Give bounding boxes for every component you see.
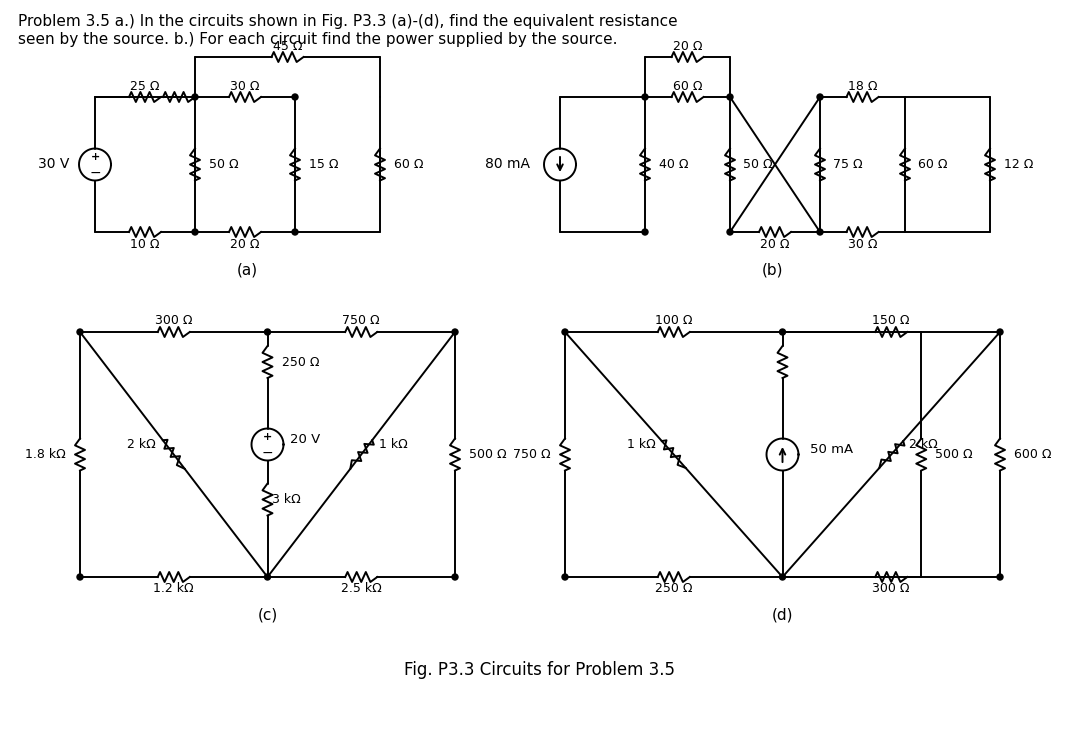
- Circle shape: [727, 94, 733, 100]
- Circle shape: [816, 229, 823, 235]
- Circle shape: [192, 229, 198, 235]
- Text: 250 Ω: 250 Ω: [654, 583, 692, 596]
- Text: 3 kΩ: 3 kΩ: [272, 493, 301, 506]
- Circle shape: [292, 94, 298, 100]
- Text: 150 Ω: 150 Ω: [873, 314, 910, 328]
- Text: (d): (d): [772, 608, 793, 623]
- Text: 1.2 kΩ: 1.2 kΩ: [153, 583, 194, 596]
- Text: 250 Ω: 250 Ω: [282, 356, 319, 368]
- Text: 2.5 kΩ: 2.5 kΩ: [341, 583, 381, 596]
- Text: 2 kΩ: 2 kΩ: [909, 438, 939, 451]
- Circle shape: [192, 94, 198, 100]
- Text: 75 Ω: 75 Ω: [833, 158, 863, 171]
- Text: Problem 3.5 a.) In the circuits shown in Fig. P3.3 (a)-(d), find the equivalent : Problem 3.5 a.) In the circuits shown in…: [18, 14, 677, 29]
- Text: 1 kΩ: 1 kΩ: [379, 438, 408, 451]
- Circle shape: [562, 329, 568, 335]
- Text: 20 V: 20 V: [289, 433, 320, 446]
- Text: Fig. P3.3 Circuits for Problem 3.5: Fig. P3.3 Circuits for Problem 3.5: [405, 661, 675, 679]
- Circle shape: [562, 574, 568, 580]
- Text: 12 Ω: 12 Ω: [1004, 158, 1034, 171]
- Circle shape: [642, 229, 648, 235]
- Circle shape: [642, 94, 648, 100]
- Text: 20 Ω: 20 Ω: [760, 238, 789, 250]
- Circle shape: [77, 574, 83, 580]
- Text: 30 Ω: 30 Ω: [230, 80, 260, 92]
- Circle shape: [816, 94, 823, 100]
- Text: 1.8 kΩ: 1.8 kΩ: [25, 448, 66, 461]
- Text: +: +: [91, 153, 99, 162]
- Text: 40 Ω: 40 Ω: [659, 158, 689, 171]
- Text: 500 Ω: 500 Ω: [469, 448, 507, 461]
- Text: 500 Ω: 500 Ω: [935, 448, 973, 461]
- Text: 750 Ω: 750 Ω: [342, 314, 380, 328]
- Text: 300 Ω: 300 Ω: [156, 314, 192, 328]
- Text: 50 Ω: 50 Ω: [743, 158, 772, 171]
- Text: 300 Ω: 300 Ω: [873, 583, 910, 596]
- Text: 60 Ω: 60 Ω: [918, 158, 947, 171]
- Text: 20 Ω: 20 Ω: [230, 238, 260, 250]
- Text: 100 Ω: 100 Ω: [654, 314, 692, 328]
- Text: 60 Ω: 60 Ω: [394, 158, 423, 171]
- Text: seen by the source. b.) For each circuit find the power supplied by the source.: seen by the source. b.) For each circuit…: [18, 32, 618, 47]
- Text: 50 Ω: 50 Ω: [210, 158, 239, 171]
- Text: (b): (b): [761, 262, 783, 277]
- Circle shape: [727, 229, 733, 235]
- Text: 1 kΩ: 1 kΩ: [627, 438, 656, 451]
- Text: 15 Ω: 15 Ω: [309, 158, 338, 171]
- Circle shape: [265, 574, 270, 580]
- Circle shape: [997, 329, 1003, 335]
- Circle shape: [77, 329, 83, 335]
- Text: (c): (c): [257, 608, 278, 623]
- Text: 30 V: 30 V: [38, 157, 69, 171]
- Text: 50 mA: 50 mA: [810, 443, 853, 456]
- Text: 80 mA: 80 mA: [485, 157, 530, 171]
- Text: 600 Ω: 600 Ω: [1014, 448, 1052, 461]
- Text: 60 Ω: 60 Ω: [673, 80, 702, 92]
- Circle shape: [265, 329, 270, 335]
- Circle shape: [292, 229, 298, 235]
- Circle shape: [453, 574, 458, 580]
- Text: +: +: [262, 432, 272, 442]
- Text: −: −: [261, 445, 273, 459]
- Text: (a): (a): [237, 262, 258, 277]
- Circle shape: [780, 329, 785, 335]
- Circle shape: [997, 574, 1003, 580]
- Circle shape: [780, 574, 785, 580]
- Text: 10 Ω: 10 Ω: [131, 238, 160, 250]
- Text: 18 Ω: 18 Ω: [848, 80, 877, 92]
- Text: 45 Ω: 45 Ω: [273, 40, 302, 53]
- Circle shape: [453, 329, 458, 335]
- Text: −: −: [90, 165, 100, 180]
- Text: 2 kΩ: 2 kΩ: [127, 438, 156, 451]
- Text: 30 Ω: 30 Ω: [848, 238, 877, 250]
- Text: 25 Ω: 25 Ω: [131, 80, 160, 92]
- Text: 750 Ω: 750 Ω: [513, 448, 551, 461]
- Text: 20 Ω: 20 Ω: [673, 40, 702, 53]
